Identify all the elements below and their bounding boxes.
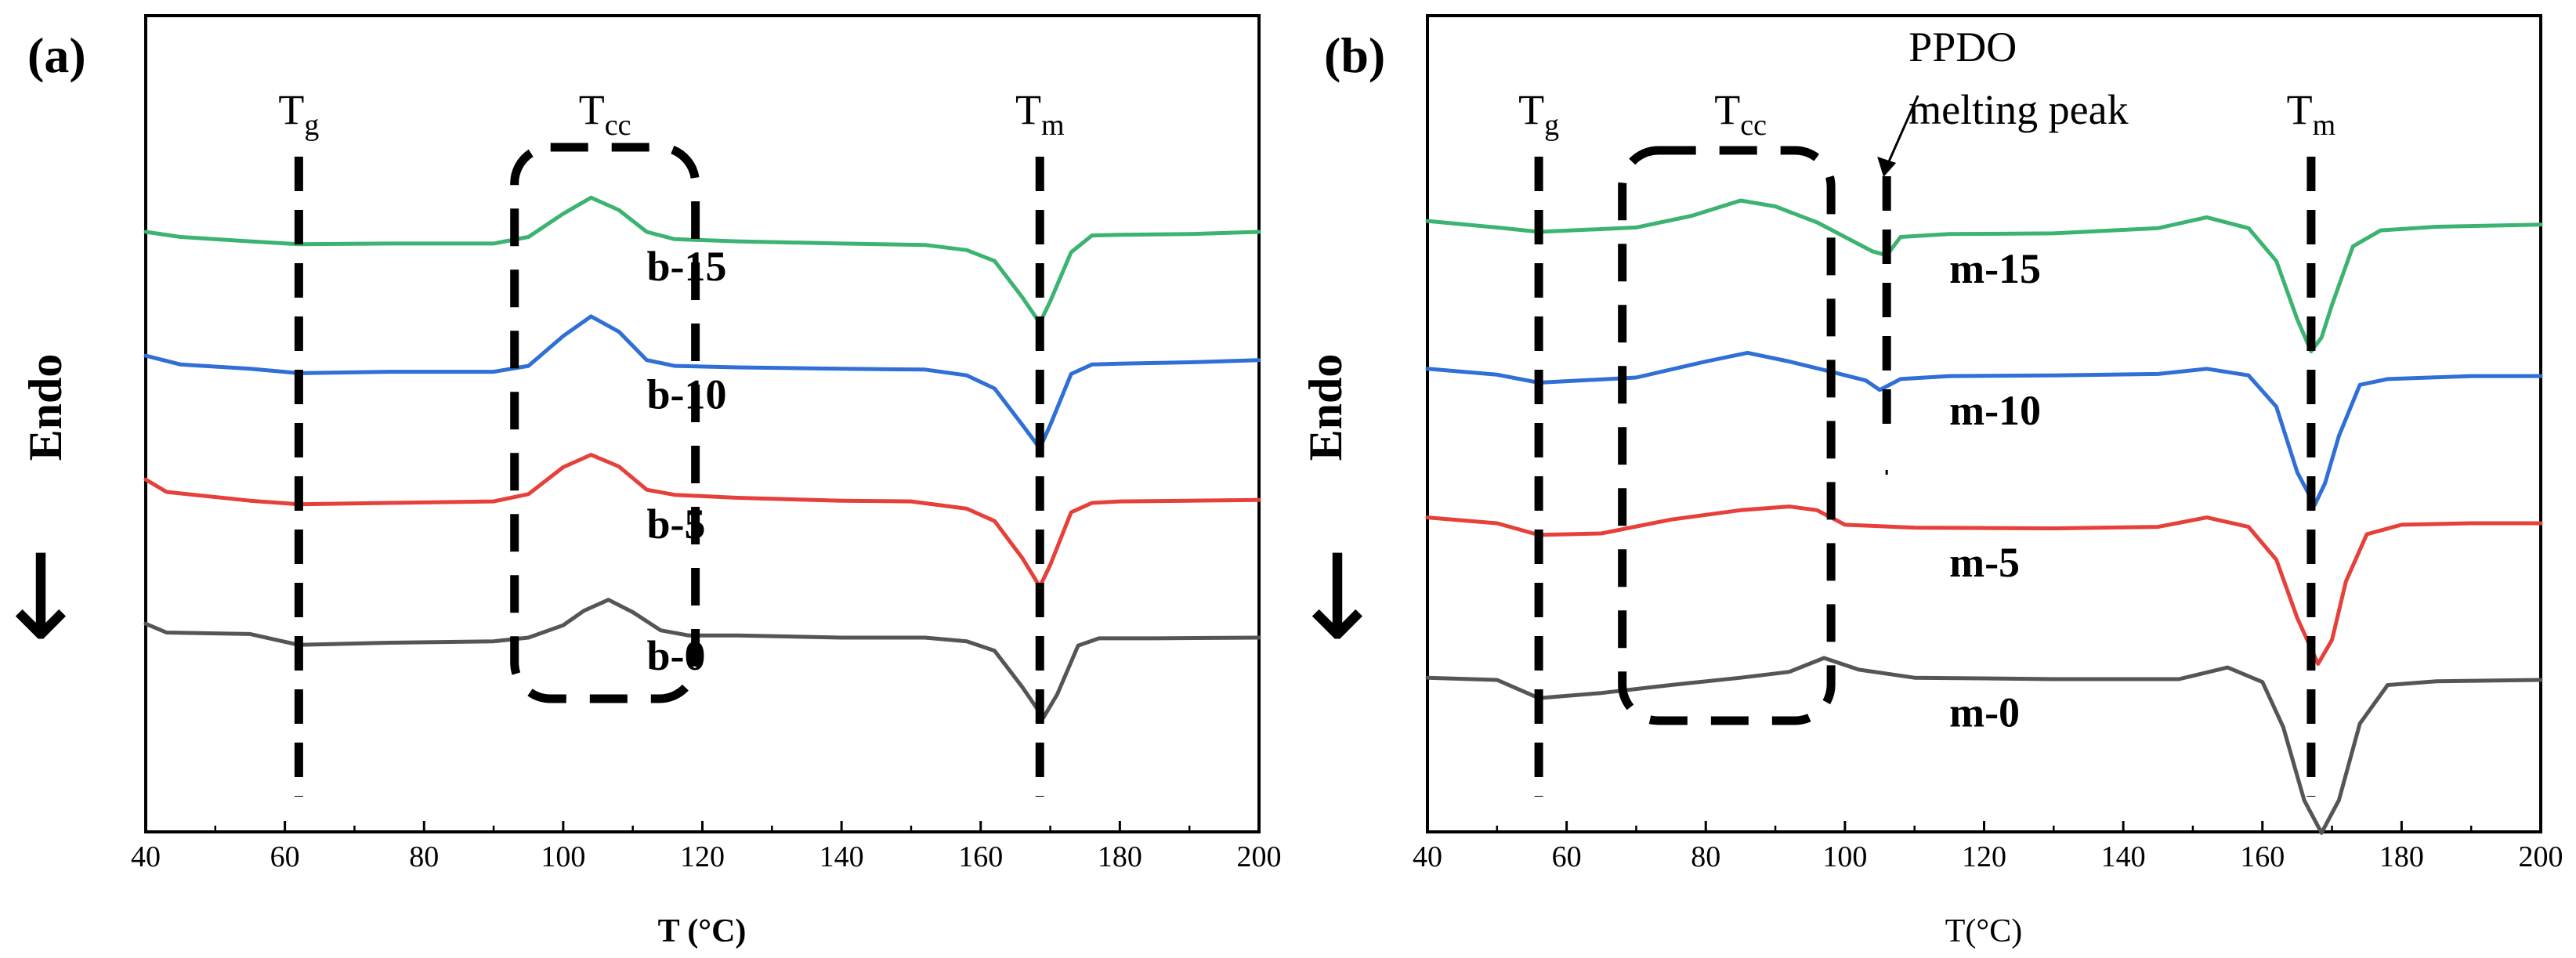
series-label-m-5: m-5 bbox=[1949, 539, 2020, 586]
x-tick-label: 200 bbox=[1237, 841, 1282, 873]
panel-a-x-tick-labels: 40 60 80 100 120 140 160 180 200 bbox=[131, 841, 1282, 873]
panel-b-annotations: m-15 m-10 m-5 m-0 Tg Tcc Tm PPDO melting peak bbox=[1518, 23, 2335, 797]
x-tick-label: 60 bbox=[270, 841, 300, 873]
x-tick-label: 140 bbox=[819, 841, 864, 873]
x-tick-label: 80 bbox=[1691, 841, 1720, 873]
panel-b-label: (b) bbox=[1324, 27, 1385, 83]
series-line-m-10 bbox=[1425, 350, 2543, 508]
panel-b-x-ticks bbox=[1426, 821, 2542, 832]
x-tick-label: 120 bbox=[680, 841, 725, 873]
x-tick-label: 160 bbox=[2240, 841, 2285, 873]
panel-b-ylabel: Endo bbox=[1300, 354, 1351, 461]
panel-a-label: (a) bbox=[27, 27, 86, 83]
series-line-m-0 bbox=[1425, 656, 2543, 835]
series-label-b-10: b-10 bbox=[646, 371, 726, 418]
marker-label-sub: m bbox=[2313, 109, 2336, 142]
x-tick-label: 60 bbox=[1552, 841, 1582, 873]
panel-a-series bbox=[143, 195, 1261, 720]
x-tick-label: 80 bbox=[409, 841, 439, 873]
panel-b-x-tick-labels: 40 60 80 100 120 140 160 180 200 bbox=[1413, 841, 2563, 873]
panel-a-x-ticks bbox=[144, 821, 1261, 832]
panel-a-ylabel: Endo bbox=[20, 354, 71, 461]
series-line-b-15 bbox=[143, 195, 1261, 325]
panel-a-down-arrow-icon: ↓ bbox=[0, 530, 90, 667]
x-tick-label: 120 bbox=[1962, 841, 2006, 873]
marker-label-tcc: Tcc bbox=[579, 86, 631, 142]
series-label-m-10: m-10 bbox=[1949, 387, 2041, 434]
marker-label-sub: cc bbox=[605, 109, 631, 142]
marker-label-sub: cc bbox=[1740, 109, 1767, 142]
x-tick-label: 180 bbox=[2379, 841, 2424, 873]
ppdo-label-line1: PPDO bbox=[1908, 23, 2017, 70]
marker-label-sub: g bbox=[1544, 109, 1559, 142]
series-label-b-15: b-15 bbox=[646, 243, 726, 290]
panel-a-annotations: b-15b-10b-5b-0Tg Tcc Tm bbox=[278, 86, 1065, 797]
tcc-box bbox=[510, 143, 700, 703]
series-line-m-5 bbox=[1425, 504, 2543, 666]
tcc-box bbox=[1618, 146, 1836, 725]
marker-label-tg: Tg bbox=[278, 86, 319, 142]
panel-a-y-axis-label: Endo bbox=[20, 354, 71, 461]
marker-label-tm: Tm bbox=[2287, 86, 2336, 142]
x-tick-label: 40 bbox=[1413, 841, 1442, 873]
x-tick-label: 40 bbox=[131, 841, 161, 873]
panel-b-down-arrow-icon: ↓ bbox=[1288, 530, 1387, 667]
panel-b-series bbox=[1425, 198, 2543, 835]
panel-a-xlabel: T (°C) bbox=[658, 913, 747, 949]
series-line-b-0 bbox=[143, 598, 1261, 720]
x-tick-label: 160 bbox=[958, 841, 1003, 873]
panel-a: (a) Endo ↓ 40 60 80 100 120 140 160 180 200 T (°… bbox=[0, 14, 1282, 949]
ppdo-arrow-head-icon bbox=[1877, 157, 1897, 177]
series-label-m-15: m-15 bbox=[1949, 245, 2041, 292]
x-tick-label: 100 bbox=[541, 841, 585, 873]
x-tick-label: 180 bbox=[1098, 841, 1142, 873]
marker-label-tg: Tg bbox=[1518, 86, 1559, 142]
x-tick-label: 200 bbox=[2519, 841, 2563, 873]
marker-label-tm: Tm bbox=[1015, 86, 1065, 142]
marker-label-tcc: Tcc bbox=[1714, 86, 1767, 142]
x-tick-label: 100 bbox=[1822, 841, 1867, 873]
marker-label-sub: m bbox=[1041, 109, 1065, 142]
panel-b-xlabel: T(°C) bbox=[1945, 913, 2022, 949]
ppdo-arrow-shaft bbox=[1887, 95, 1919, 164]
series-line-b-5 bbox=[143, 453, 1261, 589]
series-line-m-15 bbox=[1425, 198, 2543, 353]
series-label-m-0: m-0 bbox=[1949, 689, 2020, 736]
series-line-b-10 bbox=[143, 314, 1261, 450]
panel-b: (b) Endo ↓ 40 60 80 100 120 140 160 180 200 T(°C… bbox=[1288, 14, 2563, 949]
panel-b-y-axis-label: Endo bbox=[1300, 354, 1351, 461]
x-tick-label: 140 bbox=[2101, 841, 2146, 873]
marker-label-sub: g bbox=[304, 109, 319, 142]
ppdo-label-line2: melting peak bbox=[1908, 86, 2128, 133]
